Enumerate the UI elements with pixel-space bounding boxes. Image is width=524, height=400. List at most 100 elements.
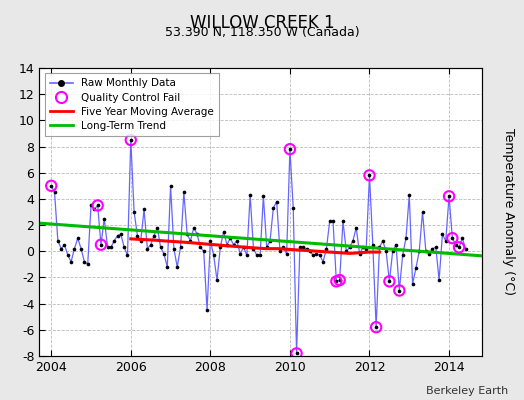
Point	[448, 235, 456, 241]
Point	[286, 146, 294, 152]
Point	[445, 193, 453, 200]
Point	[405, 192, 413, 198]
Point	[455, 244, 463, 250]
Point	[63, 252, 72, 258]
Point	[130, 209, 138, 215]
Point	[127, 137, 135, 143]
Point	[77, 246, 85, 252]
Point	[408, 281, 417, 287]
Point	[163, 264, 171, 270]
Point	[378, 238, 387, 244]
Point	[143, 246, 151, 252]
Point	[392, 242, 400, 248]
Point	[160, 251, 168, 257]
Point	[282, 251, 291, 257]
Point	[47, 183, 56, 189]
Point	[345, 244, 354, 250]
Point	[382, 248, 390, 254]
Point	[269, 205, 278, 211]
Point	[412, 265, 420, 272]
Point	[335, 277, 344, 283]
Point	[87, 202, 95, 209]
Point	[210, 252, 218, 258]
Point	[372, 324, 380, 330]
Point	[319, 258, 328, 265]
Point	[226, 235, 234, 241]
Point	[83, 261, 92, 268]
Point	[173, 264, 181, 270]
Point	[123, 252, 132, 258]
Y-axis label: Temperature Anomaly (°C): Temperature Anomaly (°C)	[501, 128, 515, 296]
Point	[385, 278, 394, 284]
Point	[147, 242, 155, 248]
Point	[90, 206, 99, 212]
Point	[388, 248, 397, 254]
Point	[332, 278, 341, 284]
Point	[279, 244, 288, 250]
Point	[352, 224, 361, 231]
Point	[385, 278, 394, 284]
Point	[452, 242, 460, 248]
Point	[342, 248, 351, 254]
Point	[47, 183, 56, 189]
Point	[355, 251, 364, 257]
Point	[196, 244, 204, 250]
Point	[157, 244, 165, 250]
Point	[120, 244, 128, 250]
Point	[442, 238, 450, 244]
Point	[458, 235, 466, 241]
Point	[365, 172, 374, 178]
Point	[375, 244, 384, 250]
Point	[266, 238, 274, 244]
Point	[236, 251, 244, 257]
Point	[402, 235, 410, 241]
Point	[445, 193, 453, 200]
Point	[432, 244, 440, 250]
Point	[50, 189, 59, 196]
Text: Berkeley Earth: Berkeley Earth	[426, 386, 508, 396]
Point	[93, 202, 102, 209]
Point	[239, 244, 248, 250]
Point	[448, 235, 456, 241]
Point	[368, 242, 377, 248]
Point	[153, 224, 161, 231]
Point	[53, 238, 62, 244]
Point	[170, 246, 178, 252]
Point	[362, 246, 370, 252]
Point	[110, 238, 118, 244]
Point	[113, 232, 122, 239]
Point	[183, 231, 191, 238]
Point	[462, 246, 470, 252]
Point	[246, 192, 254, 198]
Point	[216, 244, 224, 250]
Point	[213, 277, 221, 283]
Point	[127, 137, 135, 143]
Point	[103, 244, 112, 250]
Point	[289, 205, 298, 211]
Point	[186, 238, 194, 244]
Point	[60, 242, 69, 248]
Point	[339, 218, 347, 224]
Point	[365, 172, 374, 178]
Point	[97, 242, 105, 248]
Point	[315, 252, 324, 258]
Point	[302, 246, 311, 252]
Point	[93, 202, 102, 209]
Point	[100, 215, 108, 222]
Point	[276, 248, 284, 254]
Point	[57, 246, 66, 252]
Point	[220, 228, 228, 235]
Point	[203, 307, 211, 313]
Text: 53.390 N, 118.350 W (Canada): 53.390 N, 118.350 W (Canada)	[165, 26, 359, 39]
Point	[150, 232, 158, 239]
Point	[73, 235, 82, 241]
Point	[425, 251, 433, 257]
Point	[70, 246, 79, 252]
Point	[305, 248, 314, 254]
Point	[415, 248, 423, 254]
Point	[309, 252, 318, 258]
Point	[372, 324, 380, 330]
Point	[259, 193, 268, 200]
Point	[97, 242, 105, 248]
Point	[422, 248, 430, 254]
